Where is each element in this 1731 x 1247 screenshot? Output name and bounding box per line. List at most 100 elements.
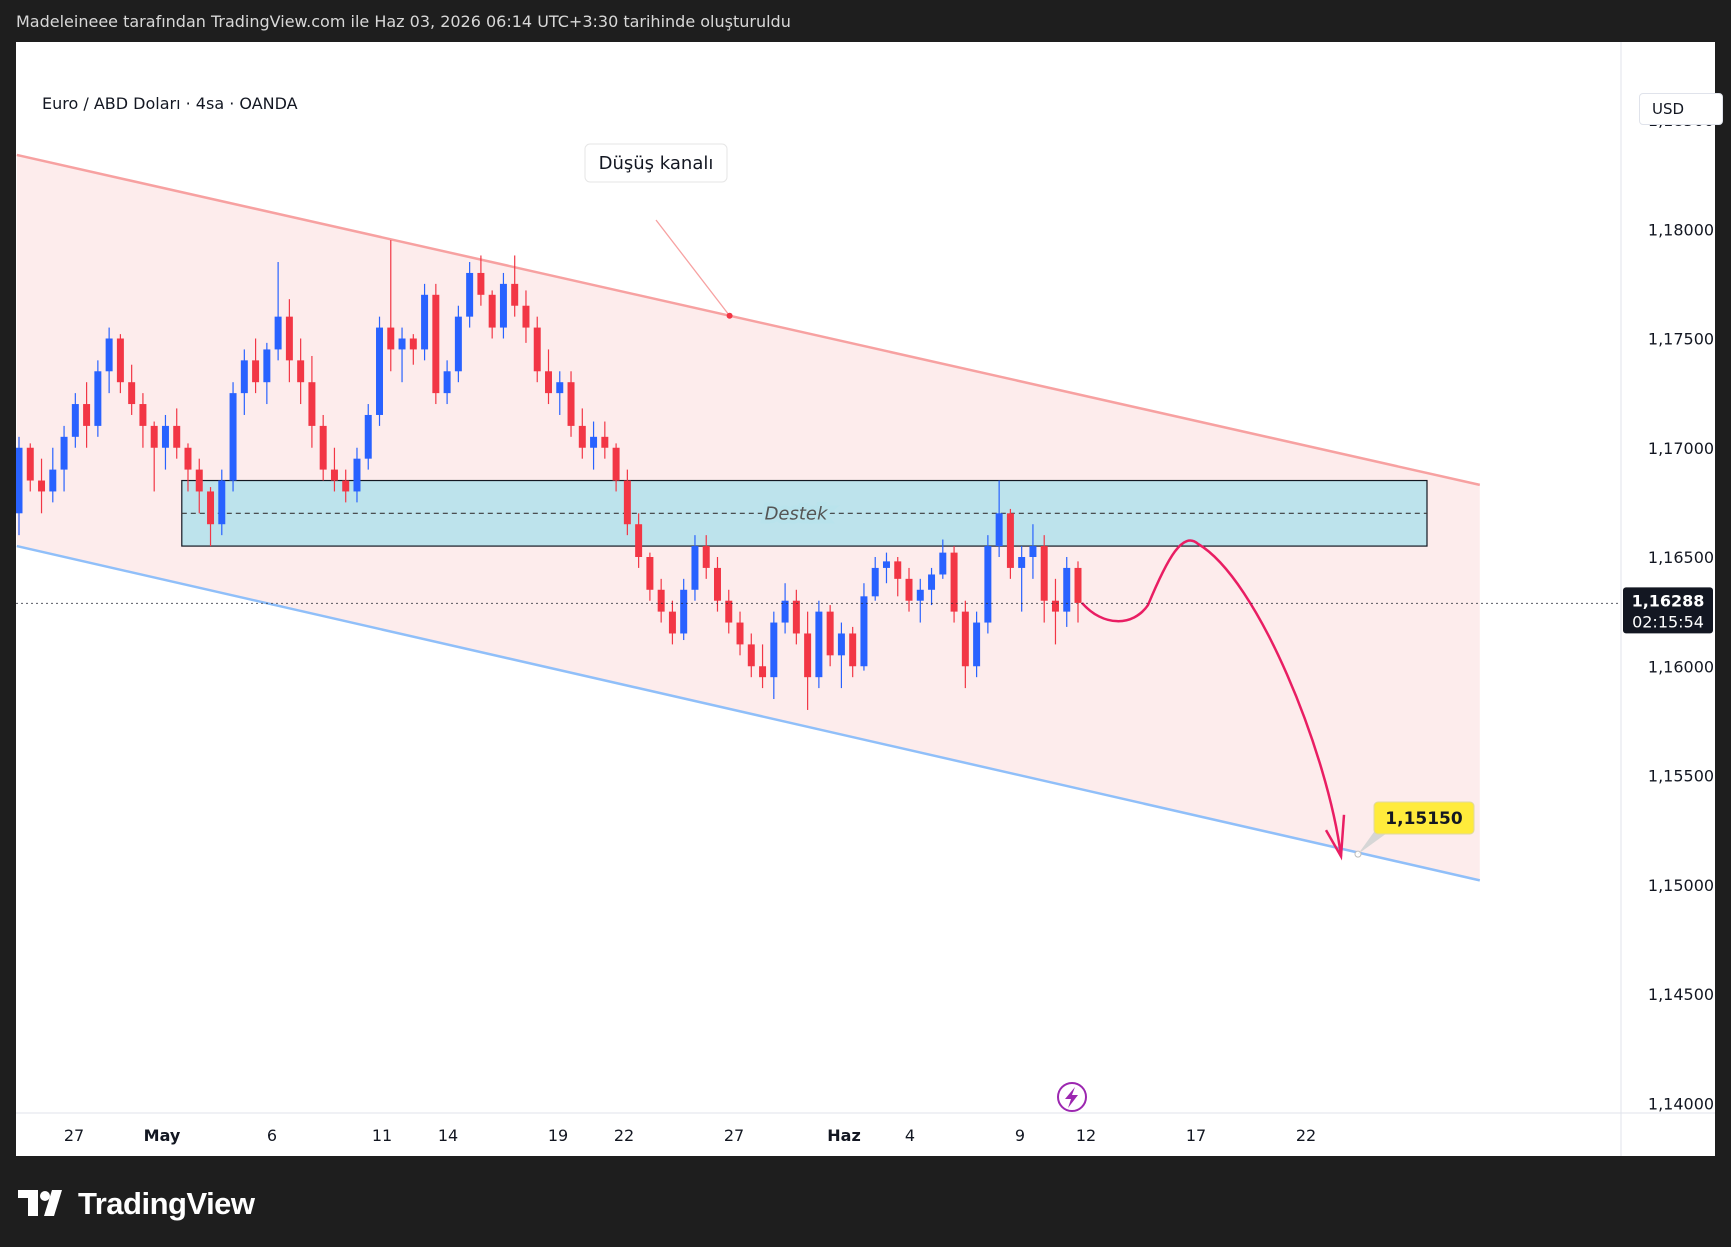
candle[interactable]: [263, 342, 271, 405]
candle[interactable]: [1029, 524, 1037, 579]
candle[interactable]: [635, 513, 643, 568]
channel-anchor-dot[interactable]: [726, 312, 733, 319]
candle[interactable]: [916, 578, 924, 623]
candle[interactable]: [792, 589, 800, 645]
candle[interactable]: [330, 447, 338, 492]
candle[interactable]: [894, 557, 902, 597]
candle[interactable]: [342, 469, 350, 503]
candle[interactable]: [443, 360, 451, 405]
candle[interactable]: [285, 299, 293, 383]
candle[interactable]: [1040, 535, 1048, 623]
candle[interactable]: [128, 364, 136, 415]
candle[interactable]: [691, 535, 699, 601]
candle[interactable]: [364, 404, 372, 470]
candle[interactable]: [590, 421, 598, 470]
candle[interactable]: [612, 443, 620, 492]
candle[interactable]: [781, 583, 789, 634]
candle[interactable]: [567, 371, 575, 437]
candle[interactable]: [16, 436, 23, 536]
candle[interactable]: [747, 633, 755, 678]
price-chart[interactable]: Düşüş kanalı Destek 1,15150 1,185001,180…: [16, 42, 1715, 1156]
candle[interactable]: [725, 589, 733, 634]
candle[interactable]: [195, 458, 203, 514]
candle[interactable]: [94, 360, 102, 437]
candle[interactable]: [770, 611, 778, 700]
candle[interactable]: [905, 567, 913, 612]
symbol-legend[interactable]: Euro / ABD Doları · 4sa · OANDA: [42, 94, 298, 113]
candle[interactable]: [353, 447, 361, 503]
candle[interactable]: [1018, 546, 1026, 612]
candle[interactable]: [545, 349, 552, 405]
candle[interactable]: [522, 290, 530, 343]
candle[interactable]: [229, 382, 237, 492]
candle[interactable]: [939, 539, 947, 579]
currency-button[interactable]: USD: [1639, 93, 1723, 125]
candle[interactable]: [984, 535, 992, 634]
projection-path[interactable]: [1081, 539, 1343, 857]
chart-frame[interactable]: Düşüş kanalı Destek 1,15150 1,185001,180…: [16, 42, 1723, 1156]
candle[interactable]: [646, 552, 654, 601]
candle[interactable]: [1063, 557, 1071, 627]
candle[interactable]: [466, 262, 474, 328]
candle[interactable]: [499, 272, 507, 339]
tradingview-logo[interactable]: TradingView: [18, 1180, 255, 1228]
candle[interactable]: [680, 578, 688, 641]
candle[interactable]: [759, 644, 767, 689]
candle[interactable]: [950, 546, 958, 623]
target-price-box[interactable]: [1373, 801, 1475, 835]
candle[interactable]: [398, 327, 406, 383]
candle[interactable]: [860, 583, 868, 671]
candle[interactable]: [376, 316, 384, 426]
candle[interactable]: [173, 408, 181, 459]
candle[interactable]: [1074, 561, 1082, 623]
candle[interactable]: [38, 458, 46, 514]
candle[interactable]: [184, 443, 192, 492]
candle[interactable]: [240, 349, 248, 415]
candle[interactable]: [578, 408, 586, 459]
candle[interactable]: [1051, 578, 1059, 645]
candle[interactable]: [815, 600, 823, 689]
candle[interactable]: [139, 393, 147, 448]
candle[interactable]: [83, 382, 91, 448]
candle[interactable]: [218, 469, 226, 536]
candle[interactable]: [274, 262, 282, 361]
candle[interactable]: [387, 240, 395, 372]
candle[interactable]: [871, 557, 879, 601]
candle[interactable]: [105, 327, 113, 394]
candle[interactable]: [477, 255, 485, 306]
candle[interactable]: [71, 393, 79, 448]
candle[interactable]: [421, 283, 429, 361]
candle[interactable]: [849, 626, 857, 678]
candle[interactable]: [928, 567, 936, 606]
candle[interactable]: [961, 600, 969, 689]
candle[interactable]: [432, 283, 440, 405]
lightning-icon[interactable]: [1057, 1082, 1087, 1112]
candle[interactable]: [60, 425, 68, 492]
candle[interactable]: [49, 447, 57, 503]
channel-label-box[interactable]: [584, 143, 728, 183]
candle[interactable]: [207, 487, 215, 547]
candle[interactable]: [995, 480, 1003, 557]
candle[interactable]: [116, 334, 124, 394]
candle[interactable]: [973, 611, 981, 678]
candle[interactable]: [736, 611, 744, 656]
candle[interactable]: [702, 535, 710, 579]
candle[interactable]: [556, 371, 564, 415]
candle[interactable]: [882, 552, 890, 584]
candle[interactable]: [713, 557, 721, 612]
candle[interactable]: [308, 355, 316, 448]
candle[interactable]: [297, 338, 305, 405]
candle[interactable]: [26, 443, 34, 492]
channel-upper-line[interactable]: [16, 153, 1481, 487]
candle[interactable]: [511, 255, 519, 317]
candle[interactable]: [409, 334, 417, 365]
channel-lower-line[interactable]: [16, 544, 1481, 882]
candle[interactable]: [601, 421, 609, 459]
candle[interactable]: [488, 290, 496, 339]
candle[interactable]: [161, 414, 169, 470]
candle[interactable]: [1006, 508, 1014, 579]
candle[interactable]: [319, 414, 327, 481]
candle[interactable]: [533, 316, 541, 383]
candle[interactable]: [668, 600, 676, 645]
candle[interactable]: [804, 611, 812, 710]
